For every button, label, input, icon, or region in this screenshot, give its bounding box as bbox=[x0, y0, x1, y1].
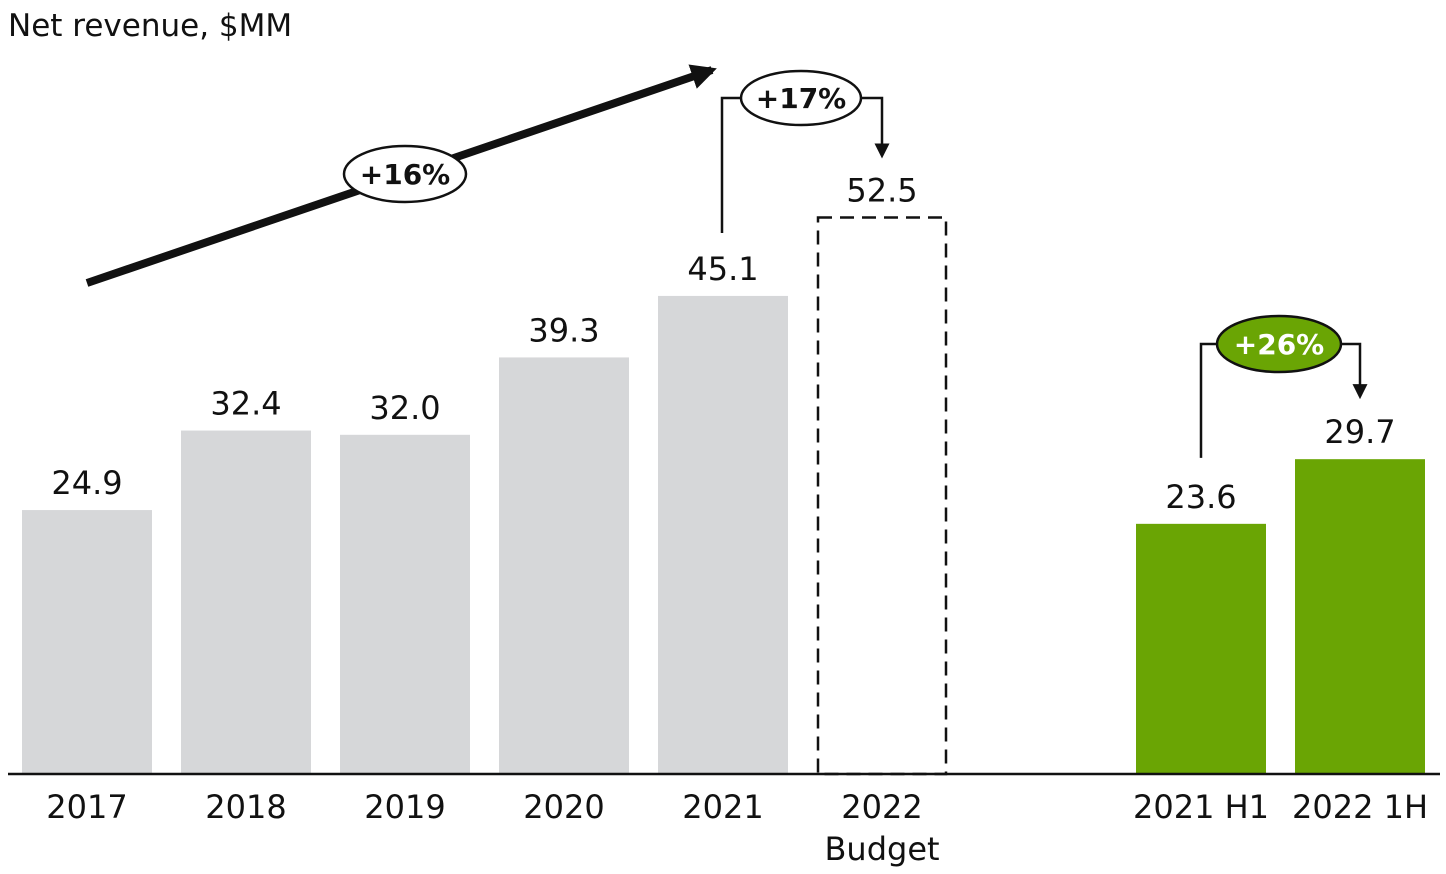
value-label-2022: 52.5 bbox=[846, 172, 917, 210]
value-label-2021: 45.1 bbox=[687, 250, 758, 288]
bar-2022-1h bbox=[1295, 459, 1425, 774]
value-label-2018: 32.4 bbox=[210, 385, 281, 423]
category-label-2018: 2018 bbox=[205, 788, 286, 826]
bars-group bbox=[22, 216, 1425, 776]
bar-2022 bbox=[816, 216, 948, 776]
category-sublabel-2022: Budget bbox=[824, 830, 939, 868]
category-label-2022: 2022 bbox=[841, 788, 922, 826]
category-label-2022-1h: 2022 1H bbox=[1292, 788, 1428, 826]
bar-2018 bbox=[181, 430, 311, 774]
bracket-2021-2022-badge-label: +17% bbox=[756, 82, 846, 115]
bar-2021-h1 bbox=[1136, 523, 1266, 774]
category-label-2021: 2021 bbox=[682, 788, 763, 826]
bar-2021 bbox=[658, 295, 788, 774]
value-label-2017: 24.9 bbox=[51, 464, 122, 502]
bar-2019 bbox=[340, 434, 470, 774]
trend-badge-label: +16% bbox=[360, 158, 450, 191]
category-label-2019: 2019 bbox=[364, 788, 445, 826]
bar-2020 bbox=[499, 357, 629, 774]
category-label-2017: 2017 bbox=[46, 788, 127, 826]
value-label-2020: 39.3 bbox=[528, 311, 599, 349]
value-labels-group: 24.9 32.4 32.0 39.3 45.1 52.5 23.6 29.7 bbox=[51, 172, 1395, 516]
bracket-h1-badge-label: +26% bbox=[1234, 328, 1324, 361]
bracket-h1-badge bbox=[1215, 314, 1343, 374]
category-label-2020: 2020 bbox=[523, 788, 604, 826]
value-label-2021-h1: 23.6 bbox=[1165, 478, 1236, 516]
annotations-group: +16% +17% +26% bbox=[85, 64, 1368, 458]
bracket-2021-2022-badge bbox=[739, 69, 863, 127]
value-label-2022-1h: 29.7 bbox=[1324, 413, 1395, 451]
category-label-2021-h1: 2021 H1 bbox=[1133, 788, 1269, 826]
value-label-2019: 32.0 bbox=[369, 389, 440, 427]
chart-title: Net revenue, $MM bbox=[8, 8, 292, 44]
bar-2017 bbox=[22, 510, 152, 774]
category-labels-group: 2017 2018 2019 2020 2021 2022 Budget 2021 H1 202… bbox=[46, 788, 1428, 868]
trend-badge bbox=[342, 144, 468, 204]
